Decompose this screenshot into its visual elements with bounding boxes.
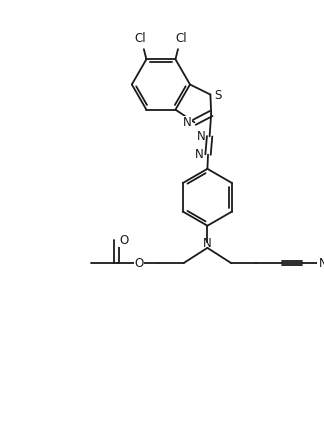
Text: N: N [319, 257, 324, 270]
Text: N: N [196, 130, 205, 143]
Text: N: N [195, 148, 203, 161]
Text: Cl: Cl [135, 32, 146, 44]
Text: S: S [214, 89, 221, 102]
Text: N: N [183, 116, 192, 129]
Text: O: O [134, 257, 144, 270]
Text: O: O [119, 234, 128, 247]
Text: N: N [203, 237, 212, 250]
Text: Cl: Cl [175, 32, 187, 44]
